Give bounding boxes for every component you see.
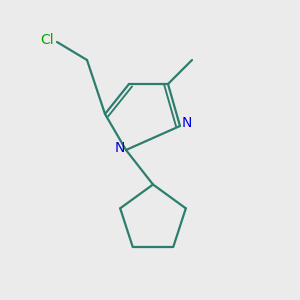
Text: N: N [182,116,192,130]
Text: Cl: Cl [40,34,54,47]
Text: N: N [114,142,124,155]
